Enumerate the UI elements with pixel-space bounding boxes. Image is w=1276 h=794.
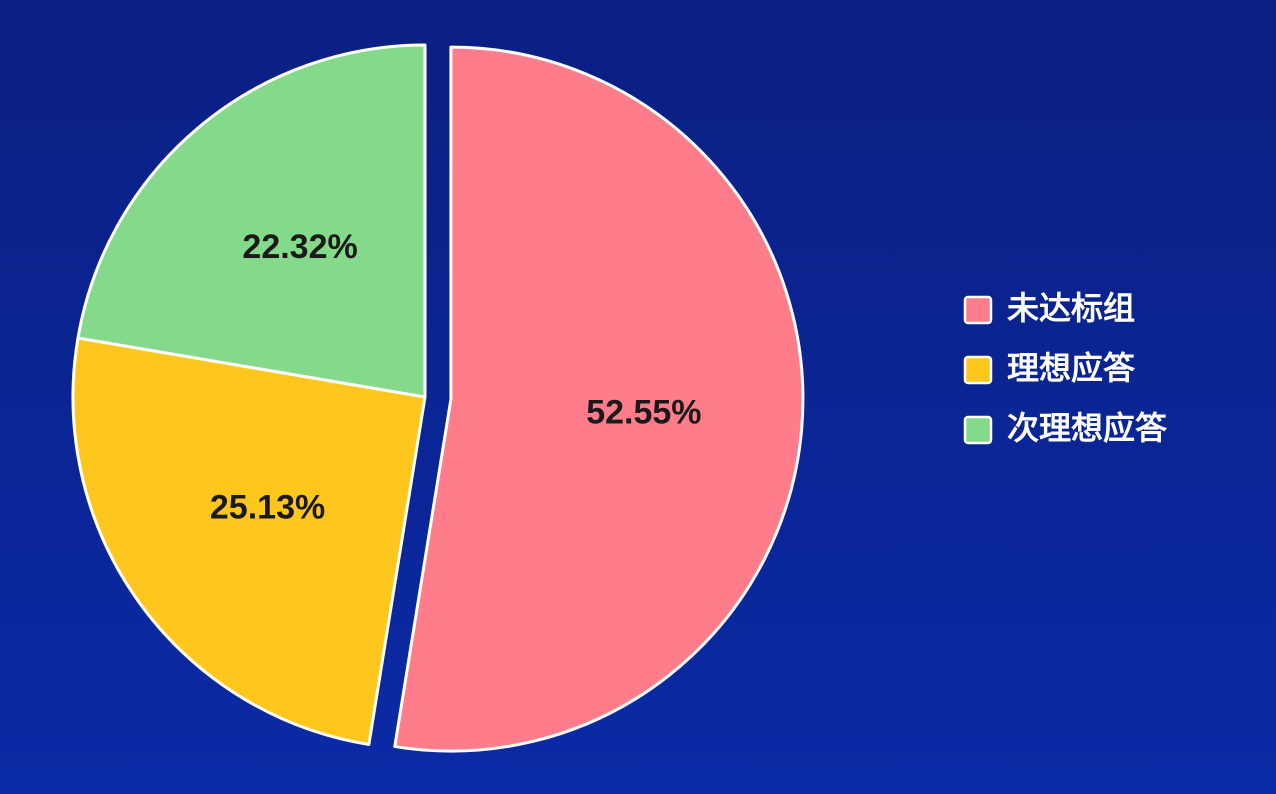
legend-swatch-1 xyxy=(963,355,993,385)
pie-slice-2 xyxy=(76,43,427,399)
legend-swatch-2 xyxy=(963,415,993,445)
pie-slice-1 xyxy=(71,336,427,746)
legend-item-1: 理想应答 xyxy=(963,349,1136,387)
legend-label-2: 次理想应答 xyxy=(1007,409,1168,447)
legend-label-1: 理想应答 xyxy=(1007,349,1136,387)
pie-slices xyxy=(71,43,805,753)
pie-value-labels: 52.55% 25.13% 22.32% xyxy=(210,228,702,527)
legend-label-0: 未达标组 xyxy=(1007,289,1135,327)
pie-slice-0 xyxy=(393,45,805,753)
pie-value-label-0: 52.55% xyxy=(586,394,701,432)
pie-value-label-1: 25.13% xyxy=(210,489,325,527)
legend-item-0: 未达标组 xyxy=(963,289,1135,327)
legend-item-2: 次理想应答 xyxy=(963,409,1168,447)
legend-swatch-0 xyxy=(963,295,993,325)
pie-value-label-2: 22.32% xyxy=(242,228,357,266)
